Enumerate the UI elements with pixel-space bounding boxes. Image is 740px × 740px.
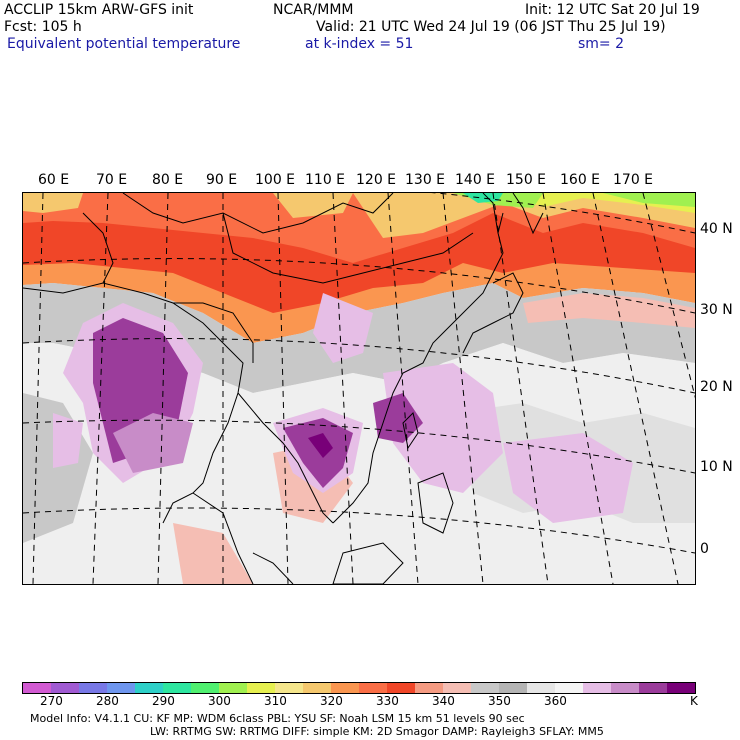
lon-label: 80 E [152,172,184,188]
colorbar-tick-label: 320 [320,694,343,708]
colorbar-tick-label: 290 [152,694,175,708]
lon-label: 170 E [613,172,654,188]
lon-label: 90 E [206,172,238,188]
colorbar-swatch [247,683,275,693]
colorbar-swatch [415,683,443,693]
lon-label: 150 E [506,172,547,188]
colorbar [22,682,696,694]
colorbar-tick-label: 300 [208,694,231,708]
lon-label: 120 E [356,172,397,188]
lat-label: 40 N [700,221,733,237]
colorbar-tick-label: 330 [376,694,399,708]
colorbar-swatch [443,683,471,693]
colorbar-swatch [23,683,51,693]
colorbar-swatch [359,683,387,693]
lat-lon-grid [23,193,695,584]
colorbar-tick-label: 360 [544,694,567,708]
lon-label: 140 E [455,172,496,188]
colorbar-swatch [667,683,695,693]
smoothing-label: sm= 2 [578,36,625,52]
lon-label: 70 E [96,172,128,188]
colorbar-swatch [331,683,359,693]
lon-label: 130 E [405,172,446,188]
forecast-hour: Fcst: 105 h [4,19,82,35]
theta-e-field-tropics [53,293,633,523]
colorbar-swatch [611,683,639,693]
colorbar-swatch [387,683,415,693]
organization: NCAR/MMM [273,2,354,18]
colorbar-swatch [583,683,611,693]
model-info-line2: LW: RRTMG SW: RRTMG DIFF: simple KM: 2D … [150,725,604,738]
colorbar-unit: K [690,694,698,708]
colorbar-swatch [303,683,331,693]
init-time: Init: 12 UTC Sat 20 Jul 19 [525,2,700,18]
map-panel [22,192,696,585]
level-label: at k-index = 51 [305,36,414,52]
lon-label: 110 E [305,172,346,188]
coastlines [23,193,544,584]
map-svg [23,193,695,584]
colorbar-tick-label: 340 [432,694,455,708]
colorbar-swatch [527,683,555,693]
run-title: ACCLIP 15km ARW-GFS init [4,2,194,18]
colorbar-swatch [51,683,79,693]
valid-time: Valid: 21 UTC Wed 24 Jul 19 (06 JST Thu … [316,19,666,35]
lat-label: 20 N [700,379,733,395]
lat-label: 10 N [700,459,733,475]
colorbar-tick-label: 270 [40,694,63,708]
field-name: Equivalent potential temperature [7,36,241,52]
theta-e-field-north [23,193,695,343]
colorbar-tick-label: 280 [96,694,119,708]
lat-label: 30 N [700,302,733,318]
model-info-line1: Model Info: V4.1.1 CU: KF MP: WDM 6class… [30,712,525,725]
colorbar-swatch [219,683,247,693]
colorbar-swatch [555,683,583,693]
colorbar-swatch [499,683,527,693]
colorbar-tick-label: 350 [488,694,511,708]
colorbar-swatch [471,683,499,693]
lat-label: 0 [700,541,709,557]
colorbar-swatch [79,683,107,693]
lon-label: 60 E [38,172,70,188]
lon-label: 160 E [560,172,601,188]
colorbar-swatch [191,683,219,693]
colorbar-swatch [135,683,163,693]
colorbar-swatch [275,683,303,693]
lon-label: 100 E [255,172,296,188]
colorbar-tick-label: 310 [264,694,287,708]
colorbar-swatch [163,683,191,693]
colorbar-swatch [639,683,667,693]
colorbar-swatch [107,683,135,693]
